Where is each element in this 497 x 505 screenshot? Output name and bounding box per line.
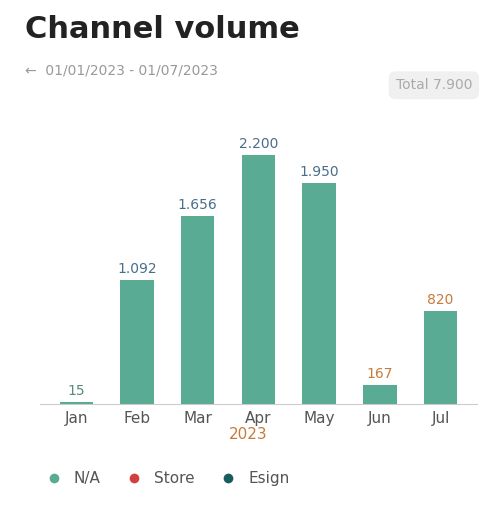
Bar xyxy=(60,402,93,404)
Bar xyxy=(363,385,397,404)
Bar xyxy=(242,155,275,404)
Text: Channel volume: Channel volume xyxy=(25,15,300,44)
Text: Total 7.900: Total 7.900 xyxy=(396,78,472,92)
Text: 2023: 2023 xyxy=(229,427,268,442)
Bar xyxy=(181,216,214,404)
Text: ←  01/01/2023 - 01/07/2023: ← 01/01/2023 - 01/07/2023 xyxy=(25,63,218,77)
Text: 820: 820 xyxy=(427,293,454,307)
Bar xyxy=(303,183,336,404)
Text: 1.950: 1.950 xyxy=(299,165,339,179)
Bar xyxy=(120,280,154,404)
Text: 167: 167 xyxy=(367,367,393,381)
Text: 1.656: 1.656 xyxy=(178,198,218,212)
Bar xyxy=(424,311,457,404)
Text: 15: 15 xyxy=(68,384,85,398)
Text: 2.200: 2.200 xyxy=(239,137,278,150)
Legend: N/A, Store, Esign: N/A, Store, Esign xyxy=(32,465,296,492)
Text: 1.092: 1.092 xyxy=(117,262,157,276)
